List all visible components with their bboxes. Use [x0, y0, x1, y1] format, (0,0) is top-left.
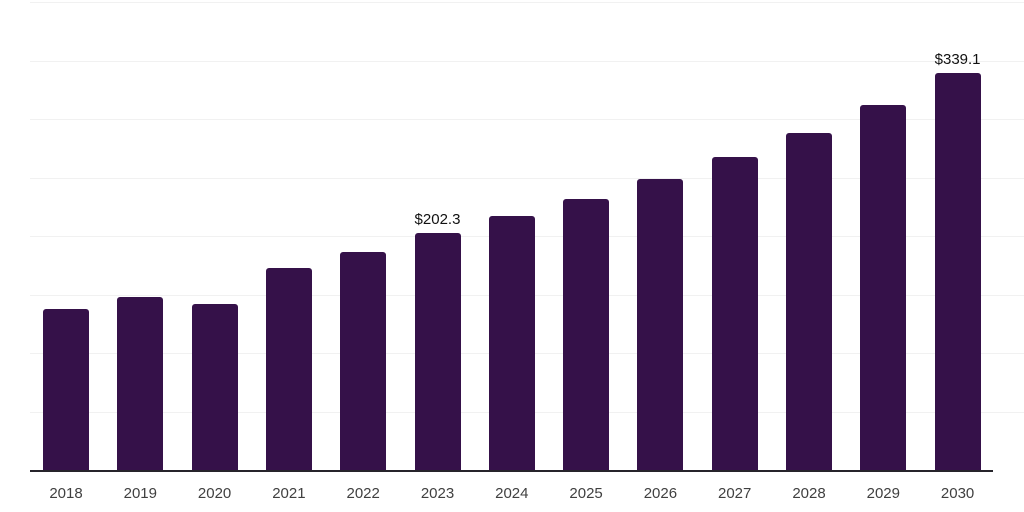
x-tick-2027: 2027 [718, 485, 752, 502]
bar-2024 [488, 215, 535, 470]
gridline [30, 2, 1024, 3]
x-axis-line [30, 470, 993, 472]
bar-2029 [860, 104, 907, 470]
x-tick-2023: 2023 [420, 485, 455, 502]
x-tick-2020: 2020 [197, 485, 232, 502]
bar-2023 [414, 233, 461, 470]
x-tick-2030: 2030 [940, 485, 975, 502]
x-tick-2022: 2022 [346, 485, 380, 502]
data-label-2030: $339.1 [934, 51, 981, 69]
bar-2028 [786, 132, 832, 470]
gridline [30, 60, 1024, 62]
bar-2026 [637, 179, 684, 470]
bar-2025 [563, 199, 610, 470]
plot-area: $202.3 $339.1 [30, 2, 1024, 470]
bar-2020 [191, 303, 238, 470]
x-tick-2024: 2024 [495, 485, 529, 502]
x-tick-2029: 2029 [866, 485, 900, 502]
x-tick-2025: 2025 [569, 485, 603, 502]
bar-2021 [265, 268, 312, 470]
x-tick-2021: 2021 [272, 485, 306, 502]
bar-2030 [934, 73, 981, 470]
gridline [30, 119, 1024, 120]
bar-2022 [340, 252, 387, 470]
bar-2027 [711, 156, 758, 470]
gridline [30, 177, 1024, 179]
x-tick-2026: 2026 [643, 485, 678, 502]
x-tick-2028: 2028 [792, 485, 826, 502]
x-tick-2018: 2018 [49, 485, 83, 502]
data-label-2023: $202.3 [414, 211, 461, 229]
bar-2018 [43, 309, 89, 470]
x-tick-2019: 2019 [123, 485, 157, 502]
bar-2019 [117, 296, 164, 470]
